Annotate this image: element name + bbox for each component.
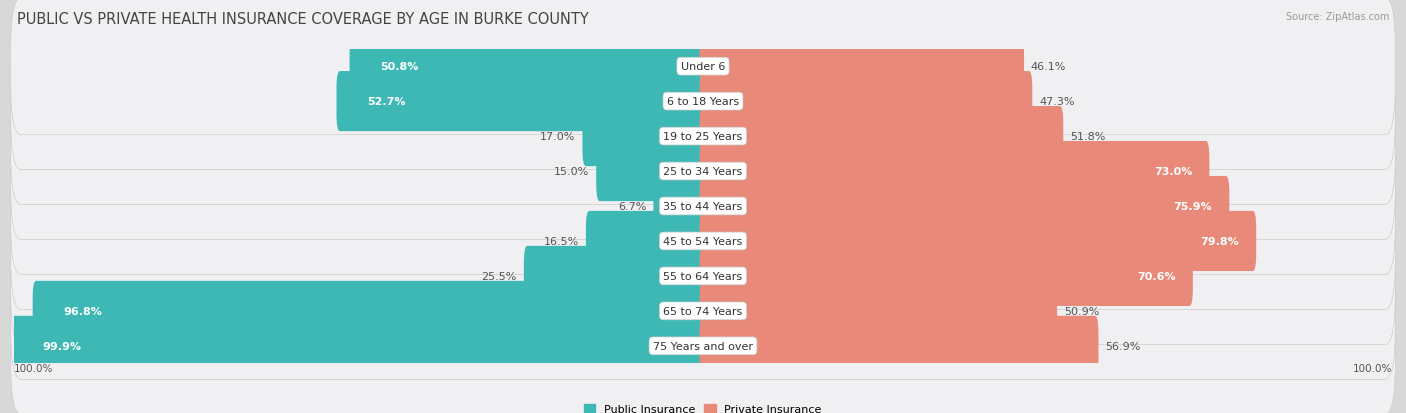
FancyBboxPatch shape (11, 103, 1395, 240)
FancyBboxPatch shape (11, 69, 1395, 205)
Text: 50.9%: 50.9% (1064, 306, 1099, 316)
Text: Under 6: Under 6 (681, 62, 725, 72)
FancyBboxPatch shape (336, 72, 706, 132)
FancyBboxPatch shape (11, 0, 1395, 135)
FancyBboxPatch shape (700, 246, 1192, 306)
FancyBboxPatch shape (350, 37, 706, 97)
Text: 79.8%: 79.8% (1201, 236, 1239, 247)
Text: 46.1%: 46.1% (1031, 62, 1066, 72)
Text: 96.8%: 96.8% (63, 306, 103, 316)
FancyBboxPatch shape (654, 176, 706, 237)
Text: 25.5%: 25.5% (482, 271, 517, 281)
FancyBboxPatch shape (32, 281, 706, 341)
FancyBboxPatch shape (582, 107, 706, 167)
FancyBboxPatch shape (11, 316, 706, 376)
FancyBboxPatch shape (700, 211, 1256, 271)
FancyBboxPatch shape (586, 211, 706, 271)
Text: 17.0%: 17.0% (540, 132, 575, 142)
Text: 100.0%: 100.0% (14, 363, 53, 373)
Text: 45 to 54 Years: 45 to 54 Years (664, 236, 742, 247)
Text: 51.8%: 51.8% (1070, 132, 1105, 142)
Text: 16.5%: 16.5% (544, 236, 579, 247)
FancyBboxPatch shape (11, 243, 1395, 380)
Text: PUBLIC VS PRIVATE HEALTH INSURANCE COVERAGE BY AGE IN BURKE COUNTY: PUBLIC VS PRIVATE HEALTH INSURANCE COVER… (17, 12, 589, 27)
FancyBboxPatch shape (596, 142, 706, 202)
Text: 99.9%: 99.9% (42, 341, 82, 351)
Text: 75 Years and over: 75 Years and over (652, 341, 754, 351)
Text: 19 to 25 Years: 19 to 25 Years (664, 132, 742, 142)
FancyBboxPatch shape (700, 72, 1032, 132)
FancyBboxPatch shape (11, 33, 1395, 170)
Text: 73.0%: 73.0% (1154, 166, 1192, 177)
Text: 25 to 34 Years: 25 to 34 Years (664, 166, 742, 177)
FancyBboxPatch shape (700, 37, 1024, 97)
Text: 6.7%: 6.7% (619, 202, 647, 211)
Text: Source: ZipAtlas.com: Source: ZipAtlas.com (1285, 12, 1389, 22)
Text: 75.9%: 75.9% (1174, 202, 1212, 211)
Text: 6 to 18 Years: 6 to 18 Years (666, 97, 740, 107)
FancyBboxPatch shape (11, 278, 1395, 413)
Text: 55 to 64 Years: 55 to 64 Years (664, 271, 742, 281)
Text: 35 to 44 Years: 35 to 44 Years (664, 202, 742, 211)
Text: 47.3%: 47.3% (1039, 97, 1074, 107)
FancyBboxPatch shape (11, 208, 1395, 344)
FancyBboxPatch shape (11, 173, 1395, 310)
Text: 56.9%: 56.9% (1105, 341, 1140, 351)
Text: 100.0%: 100.0% (1353, 363, 1392, 373)
FancyBboxPatch shape (11, 138, 1395, 275)
Text: 65 to 74 Years: 65 to 74 Years (664, 306, 742, 316)
Text: 70.6%: 70.6% (1137, 271, 1175, 281)
FancyBboxPatch shape (524, 246, 706, 306)
Legend: Public Insurance, Private Insurance: Public Insurance, Private Insurance (583, 404, 823, 413)
Text: 50.8%: 50.8% (381, 62, 419, 72)
Text: 15.0%: 15.0% (554, 166, 589, 177)
FancyBboxPatch shape (700, 281, 1057, 341)
FancyBboxPatch shape (700, 316, 1098, 376)
FancyBboxPatch shape (700, 107, 1063, 167)
FancyBboxPatch shape (700, 142, 1209, 202)
FancyBboxPatch shape (700, 176, 1229, 237)
Text: 52.7%: 52.7% (367, 97, 406, 107)
